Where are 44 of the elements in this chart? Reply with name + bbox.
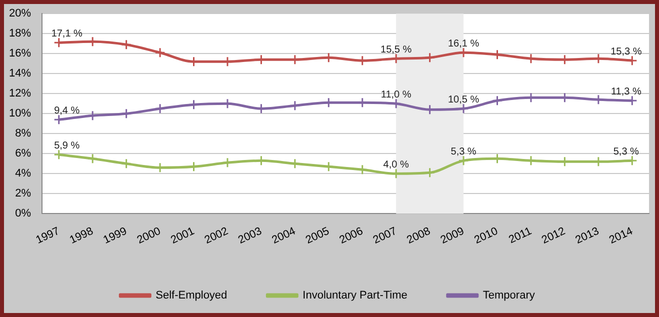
legend-label: Involuntary Part-Time bbox=[302, 290, 408, 302]
data-label: 10,5 % bbox=[448, 94, 480, 106]
x-tick-label: 2003 bbox=[236, 225, 264, 246]
y-tick-label: 6% bbox=[15, 148, 32, 160]
y-tick-label: 8% bbox=[15, 128, 32, 140]
x-tick-label: 2011 bbox=[507, 225, 534, 246]
x-tick-label: 2014 bbox=[607, 225, 635, 246]
y-tick-label: 4% bbox=[15, 168, 32, 180]
x-tick-label: 2008 bbox=[405, 225, 432, 246]
data-label: 5,3 % bbox=[450, 146, 476, 158]
y-tick-label: 10% bbox=[8, 108, 32, 120]
y-tick-label: 12% bbox=[8, 88, 32, 100]
data-label: 15,5 % bbox=[380, 44, 412, 56]
legend-label: Temporary bbox=[482, 290, 536, 302]
legend-label: Self-Employed bbox=[156, 290, 228, 302]
data-label: 4,0 % bbox=[383, 159, 409, 170]
data-label: 16,1 % bbox=[448, 38, 480, 50]
x-tick-label: 2002 bbox=[202, 225, 230, 246]
x-tick-label: 2005 bbox=[304, 225, 332, 246]
x-tick-label: 2000 bbox=[135, 225, 163, 246]
data-label: 11,3 % bbox=[610, 86, 642, 98]
x-tick-label: 2013 bbox=[574, 225, 601, 246]
data-label: 15,3 % bbox=[610, 46, 642, 58]
x-tick-label: 2004 bbox=[270, 225, 298, 246]
data-label: 5,3 % bbox=[613, 146, 640, 158]
y-tick-label: 16% bbox=[8, 48, 32, 60]
y-tick-label: 18% bbox=[8, 28, 32, 40]
y-tick-label: 2% bbox=[15, 188, 32, 200]
y-tick-label: 20% bbox=[8, 8, 32, 20]
x-tick-label: 1999 bbox=[102, 225, 129, 246]
x-tick-label: 2001 bbox=[169, 225, 196, 246]
x-tick-label: 2009 bbox=[438, 225, 466, 246]
x-tick-label: 1997 bbox=[34, 225, 62, 246]
x-tick-label: 2007 bbox=[371, 225, 399, 246]
x-tick-label: 2012 bbox=[540, 225, 568, 246]
data-label: 5,9 % bbox=[54, 140, 80, 152]
x-tick-label: 2006 bbox=[338, 225, 365, 246]
y-tick-label: 14% bbox=[8, 68, 32, 80]
x-tick-label: 2010 bbox=[472, 225, 500, 246]
data-label: 17,1 % bbox=[51, 28, 83, 40]
y-tick-label: 0% bbox=[15, 208, 32, 220]
data-label: 9,4 % bbox=[54, 105, 80, 116]
data-label: 11,0 % bbox=[380, 89, 412, 100]
x-tick-label: 1998 bbox=[68, 225, 96, 246]
